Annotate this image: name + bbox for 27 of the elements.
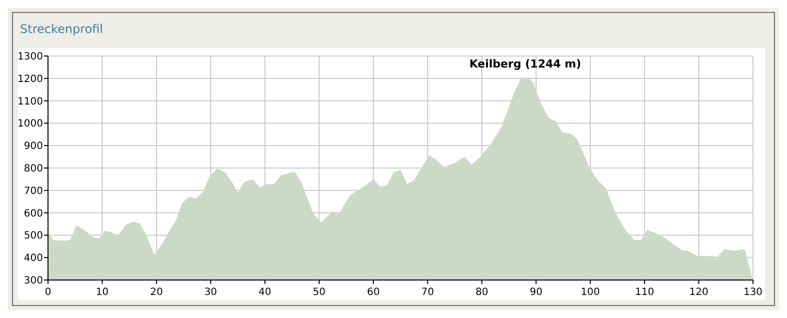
x-tick-label: 20 [150, 287, 163, 298]
y-tick-label: 1000 [18, 118, 43, 130]
x-tick-label: 120 [689, 287, 708, 298]
x-tick-label: 70 [421, 287, 434, 298]
x-tick-label: 130 [743, 287, 763, 298]
x-tick-label: 0 [44, 287, 52, 298]
x-tick-label: 10 [96, 287, 109, 298]
x-tick-label: 90 [530, 287, 542, 298]
y-tick-label: 700 [24, 186, 43, 197]
annotation: Keilberg (1244 m) [469, 58, 582, 71]
x-tick-label: 100 [580, 287, 600, 298]
x-tick-label: 80 [475, 287, 488, 298]
y-tick-label: 1200 [18, 74, 43, 85]
y-tick-label: 1300 [18, 52, 43, 62]
chart-title: Streckenprofil [20, 22, 104, 36]
y-tick-label: 500 [24, 230, 43, 242]
y-tick-label: 1100 [18, 96, 43, 108]
y-tick-label: 300 [24, 276, 43, 286]
y-tick-label: 400 [24, 253, 43, 264]
x-tick-label: 60 [367, 287, 380, 298]
y-tick-label: 600 [24, 208, 43, 220]
y-tick-label: 900 [24, 141, 43, 152]
x-tick-label: 110 [634, 287, 654, 298]
x-tick-label: 30 [204, 287, 218, 298]
x-tick-label: 40 [258, 287, 272, 298]
y-tick-label: 800 [24, 164, 43, 174]
x-tick-label: 50 [312, 287, 326, 298]
